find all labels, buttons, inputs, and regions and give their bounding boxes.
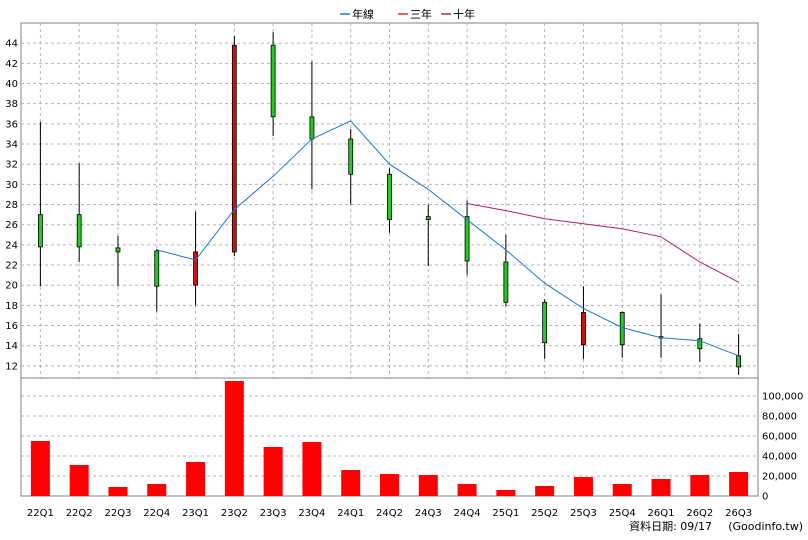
- candle-body-up: [387, 173, 392, 221]
- price-panel: 12 14 16 18 20 22 24 26 28 30 32 34 36 38 40 42 44: [5, 22, 759, 496]
- legend-label: 三年: [410, 7, 432, 21]
- volume-bar: [729, 472, 749, 496]
- price-tick-label: 30: [5, 180, 18, 191]
- volume-bar: [573, 477, 593, 496]
- candle-body-down: [581, 312, 586, 346]
- price-tick-label: 18: [5, 301, 18, 312]
- price-tick-label: 32: [5, 160, 18, 171]
- price-tick-label: 14: [5, 341, 18, 352]
- candle-body-up: [309, 116, 315, 140]
- legend: 年線 三年 十年: [340, 7, 475, 21]
- price-tick-label: 44: [5, 39, 18, 50]
- volume-tick-label: 20,000: [762, 472, 797, 483]
- candle-body-up: [425, 216, 431, 221]
- x-tick-label: 22Q1: [27, 508, 54, 519]
- volume-bar: [341, 470, 361, 496]
- candle-body-up: [270, 44, 276, 118]
- candle-body-up: [464, 216, 470, 262]
- candle-body-up: [542, 301, 548, 344]
- volume-tick-label: 80,000: [762, 412, 797, 423]
- volume-tick-label: 40,000: [762, 452, 797, 463]
- volume-bar: [30, 441, 50, 496]
- legend-label: 十年: [453, 7, 475, 21]
- volume-bar: [108, 487, 128, 496]
- price-tick-label: 36: [5, 119, 18, 130]
- x-tick-label: 24Q3: [415, 508, 442, 519]
- volume-bar: [302, 442, 322, 496]
- volume-tick-label: 100,000: [762, 392, 803, 403]
- line-ma-year: [156, 120, 739, 357]
- x-tick-label: 23Q1: [182, 508, 209, 519]
- x-tick-label: 23Q3: [260, 508, 287, 519]
- price-tick-label: 26: [5, 220, 18, 231]
- x-axis: 22Q1 22Q2 22Q3 22Q4 23Q1 23Q2 23Q3 23Q4 24Q1 24Q2…: [27, 508, 752, 519]
- x-tick-label: 26Q3: [725, 508, 752, 519]
- price-tick-label: 38: [5, 99, 18, 110]
- x-tick-label: 25Q1: [492, 508, 519, 519]
- volume-bar: [535, 486, 555, 496]
- candle-body-up: [736, 355, 742, 368]
- x-tick-label: 26Q2: [686, 508, 713, 519]
- volume-tick-label: 0: [762, 492, 768, 503]
- volume-bar: [380, 474, 399, 496]
- candle-body-up: [115, 247, 121, 253]
- candle-body-up: [348, 138, 354, 175]
- volume-bar: [69, 465, 89, 496]
- price-tick-label: 20: [5, 281, 18, 292]
- x-tick-label: 25Q4: [609, 508, 636, 519]
- footer-date: 資料日期: 09/17: [629, 519, 712, 533]
- x-tick-label: 25Q3: [570, 508, 597, 519]
- x-tick-label: 22Q4: [143, 508, 170, 519]
- x-tick-label: 22Q3: [104, 508, 131, 519]
- x-tick-label: 23Q4: [298, 508, 325, 519]
- volume-bar: [690, 475, 710, 496]
- line-ma-three: [467, 203, 739, 283]
- price-tick-label: 42: [5, 59, 18, 70]
- x-tick-label: 24Q2: [376, 508, 403, 519]
- candle-body-up: [76, 214, 82, 248]
- price-tick-label: 28: [5, 200, 18, 211]
- price-tick-label: 12: [5, 361, 18, 372]
- x-tick-label: 24Q4: [454, 508, 481, 519]
- candle-body-up: [154, 250, 160, 287]
- x-tick-label: 22Q2: [66, 508, 93, 519]
- price-tick-label: 22: [5, 261, 18, 272]
- volume-bar: [457, 484, 477, 496]
- volume-bar: [147, 484, 167, 496]
- candle-body-up: [37, 214, 43, 248]
- price-tick-label: 34: [5, 140, 18, 151]
- footer-source: (Goodinfo.tw): [728, 520, 803, 533]
- candle-body-down: [193, 251, 198, 286]
- volume-bar: [651, 479, 671, 496]
- price-tick-label: 40: [5, 79, 18, 90]
- x-tick-label: 26Q1: [648, 508, 675, 519]
- volume-bar: [612, 484, 632, 496]
- x-tick-label: 23Q2: [221, 508, 248, 519]
- volume-bar: [496, 490, 516, 496]
- x-tick-label: 25Q2: [531, 508, 558, 519]
- volume-bar: [186, 462, 206, 496]
- candle-body-up: [697, 338, 703, 350]
- volume-bar: [418, 475, 438, 496]
- candle-body-up: [503, 261, 509, 303]
- price-tick-label: 24: [5, 240, 18, 251]
- volume-tick-label: 60,000: [762, 432, 797, 443]
- volume-panel: 0 20,000 40,000 60,000 80,000 100,000: [20, 377, 803, 503]
- volume-bar: [224, 381, 244, 496]
- x-tick-label: 24Q1: [337, 508, 364, 519]
- volume-bar: [263, 447, 283, 496]
- candle-body-down: [231, 44, 237, 253]
- legend-label: 年線: [352, 7, 374, 21]
- price-tick-label: 16: [5, 321, 18, 332]
- candle-body-up: [619, 312, 625, 346]
